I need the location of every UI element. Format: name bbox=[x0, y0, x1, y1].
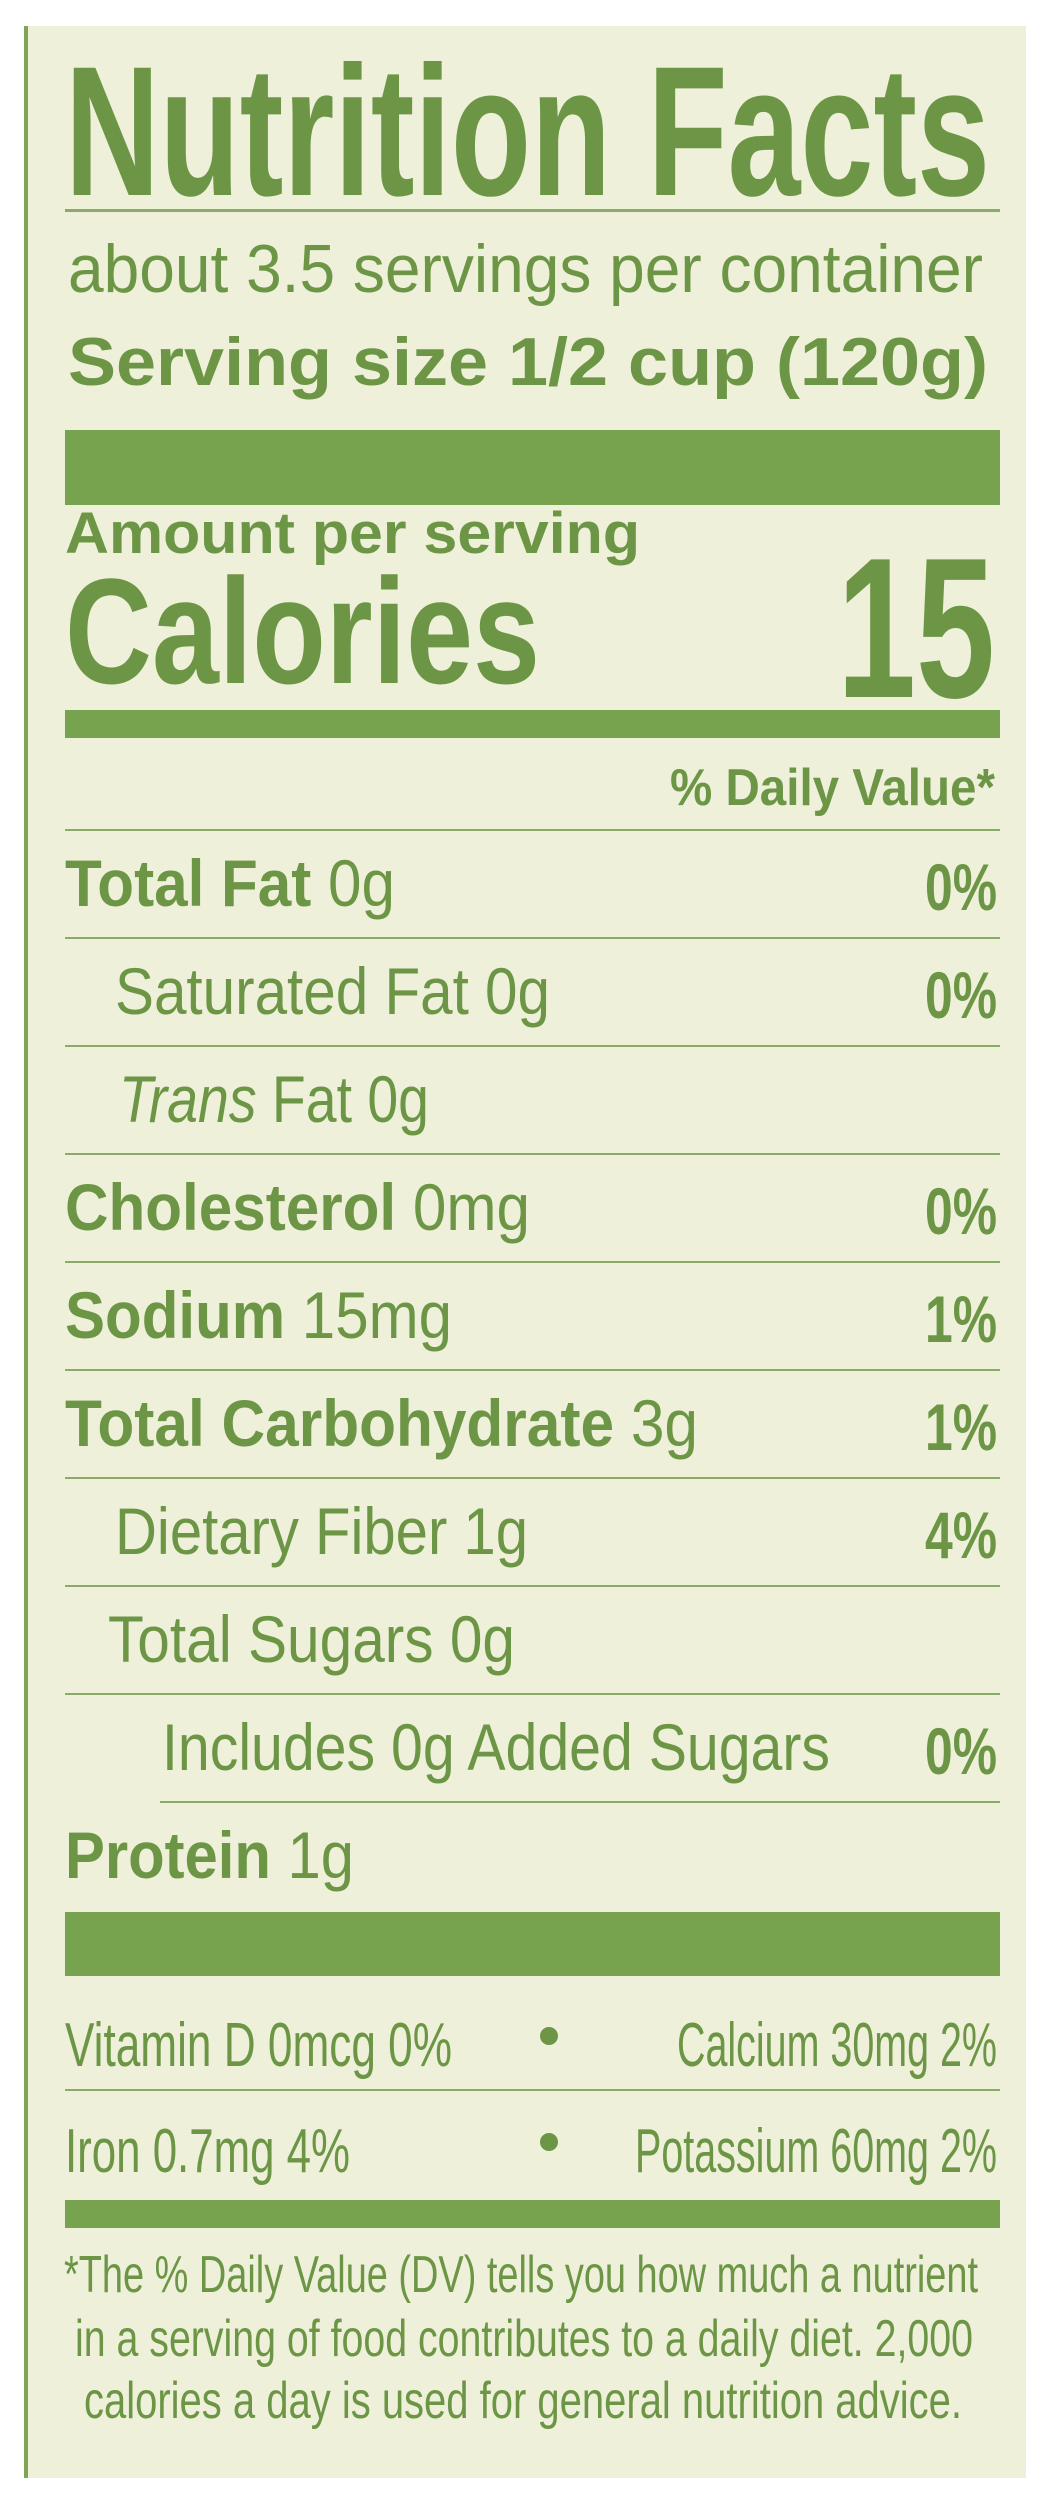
nutrient-amount: 1g bbox=[271, 1818, 354, 1892]
iron: Iron 0.7mg 4% bbox=[65, 2117, 350, 2186]
nutrient-name: Includes 0g Added Sugars bbox=[162, 1710, 830, 1784]
row-divider bbox=[65, 1261, 1000, 1263]
serving-size: Serving size 1/2 cup (120g) bbox=[68, 324, 988, 400]
nutrient-name: Saturated Fat 0g bbox=[115, 954, 550, 1028]
daily-value-percent: 1% bbox=[925, 1390, 997, 1464]
row-divider bbox=[65, 1693, 1000, 1695]
daily-value-percent: 0% bbox=[925, 1714, 997, 1788]
nutrient-amount: 3g bbox=[614, 1386, 698, 1460]
bullet-icon bbox=[540, 2027, 558, 2045]
nutrient-row: Trans Fat 0g bbox=[119, 1062, 429, 1136]
row-divider bbox=[65, 829, 1000, 831]
left-edge bbox=[24, 26, 28, 2478]
row-divider bbox=[65, 1045, 1000, 1047]
daily-value-percent: 0% bbox=[925, 958, 997, 1032]
title: Nutrition Facts bbox=[65, 29, 990, 235]
footnote-line: *The % Daily Value (DV) tells you how mu… bbox=[64, 2246, 978, 2304]
nutrient-row: Dietary Fiber 1g bbox=[115, 1494, 528, 1568]
nutrient-name: Dietary Fiber 1g bbox=[115, 1494, 528, 1568]
nutrient-row: Sodium 15mg bbox=[65, 1278, 452, 1352]
divider bbox=[65, 209, 1000, 212]
daily-value-percent: 0% bbox=[925, 1174, 997, 1248]
nutrient-name: Total Sugars 0g bbox=[108, 1602, 515, 1676]
row-divider bbox=[65, 1153, 1000, 1155]
row-divider bbox=[160, 1801, 1000, 1803]
nutrient-row: Protein 1g bbox=[65, 1818, 354, 1892]
divider bbox=[65, 2089, 1000, 2091]
row-divider bbox=[65, 1477, 1000, 1479]
nutrient-amount: 0g bbox=[311, 846, 395, 920]
daily-value-percent: 1% bbox=[925, 1282, 997, 1356]
medium-bar bbox=[65, 2200, 1000, 2228]
calories-label: Calories bbox=[65, 547, 540, 715]
nutrient-amount: 0mg bbox=[396, 1170, 530, 1244]
row-divider bbox=[65, 937, 1000, 939]
calories-value: 15 bbox=[837, 517, 995, 740]
bullet-icon bbox=[540, 2133, 558, 2151]
footnote-line: calories a day is used for general nutri… bbox=[84, 2372, 962, 2430]
vitamin-d: Vitamin D 0mcg 0% bbox=[65, 2011, 452, 2080]
nutrient-row: Total Fat 0g bbox=[65, 846, 395, 920]
footnote-line: in a serving of food contributes to a da… bbox=[75, 2310, 973, 2368]
servings-per-container: about 3.5 servings per container bbox=[68, 231, 983, 307]
nutrient-name: Total Fat bbox=[65, 846, 311, 920]
thick-bar bbox=[65, 430, 1000, 505]
thick-bar bbox=[65, 1912, 1000, 1976]
nutrient-amount: 15mg bbox=[285, 1278, 452, 1352]
nutrient-name: Trans bbox=[119, 1062, 257, 1136]
calcium: Calcium 30mg 2% bbox=[677, 2011, 997, 2080]
nutrient-name: Protein bbox=[65, 1818, 271, 1892]
nutrient-name: Sodium bbox=[65, 1278, 285, 1352]
nutrient-row: Total Carbohydrate 3g bbox=[65, 1386, 698, 1460]
daily-value-header: % Daily Value* bbox=[670, 759, 996, 817]
nutrient-name: Total Carbohydrate bbox=[65, 1386, 614, 1460]
nutrient-name: Cholesterol bbox=[65, 1170, 396, 1244]
nutrient-amount: Fat 0g bbox=[257, 1062, 429, 1136]
medium-bar bbox=[65, 710, 1000, 738]
nutrient-row: Saturated Fat 0g bbox=[115, 954, 550, 1028]
daily-value-percent: 4% bbox=[925, 1498, 997, 1572]
nutrient-rows: Total Fat 0g 0% Saturated Fat 0g 0% Trans Fa… bbox=[65, 829, 1000, 1892]
row-divider bbox=[65, 1585, 1000, 1587]
nutrient-row: Includes 0g Added Sugars bbox=[162, 1710, 830, 1784]
nutrient-row: Cholesterol 0mg bbox=[65, 1170, 530, 1244]
daily-value-percent: 0% bbox=[925, 850, 997, 924]
amount-per-serving: Amount per serving bbox=[65, 501, 640, 566]
row-divider bbox=[65, 1369, 1000, 1371]
potassium: Potassium 60mg 2% bbox=[635, 2117, 997, 2186]
nutrient-row: Total Sugars 0g bbox=[108, 1602, 515, 1676]
